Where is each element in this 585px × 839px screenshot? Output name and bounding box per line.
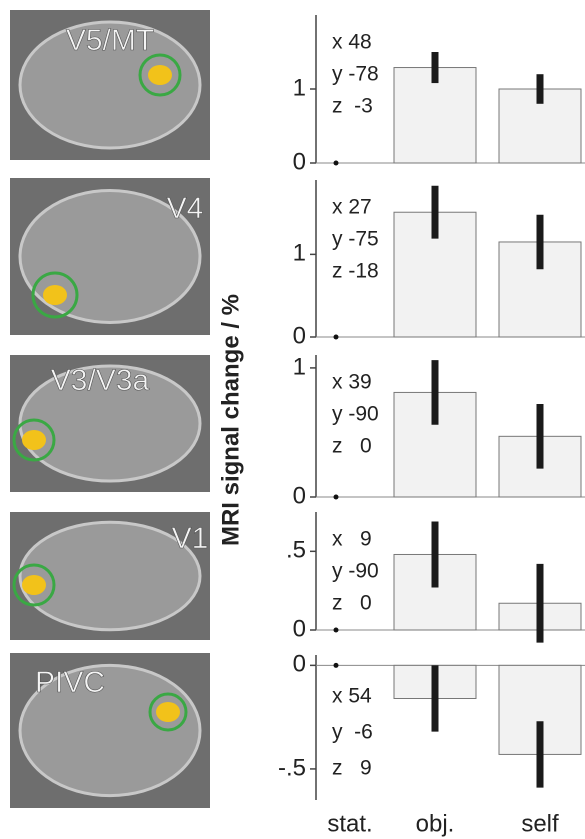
- region-label: PIVC: [35, 666, 105, 699]
- activation: [148, 65, 172, 85]
- y-tick-label: 0: [293, 615, 306, 642]
- region-label: V1: [172, 522, 209, 555]
- coordinate: z 9: [332, 757, 372, 780]
- coordinate: z -3: [332, 95, 373, 118]
- coordinate: x 39: [332, 371, 372, 394]
- figure: MRI signal change / % V5/MT 0 1 x 48 y -78 z …: [0, 0, 585, 839]
- activation: [22, 575, 46, 595]
- x-tick-label: stat.: [327, 810, 372, 837]
- coordinate: x 48: [332, 31, 372, 54]
- region-label: V5/MT: [66, 24, 154, 57]
- x-tick-label: obj.: [416, 810, 455, 837]
- stat-dot: [334, 628, 339, 633]
- y-tick-label: 1: [293, 353, 306, 380]
- activation: [156, 702, 180, 722]
- stat-dot: [334, 663, 339, 668]
- y-axis-label: MRI signal change / %: [217, 294, 244, 546]
- coordinate: y -78: [332, 63, 379, 86]
- coordinate: x 54: [332, 685, 372, 708]
- y-tick-label: .5: [286, 537, 306, 564]
- x-tick-label: self: [521, 810, 559, 837]
- region-label: V4: [167, 192, 204, 225]
- activation: [43, 285, 67, 305]
- coordinate: y -75: [332, 228, 379, 251]
- y-tick-label: 0: [293, 651, 306, 678]
- coordinate: y -90: [332, 403, 379, 426]
- coordinate: z 0: [332, 592, 372, 615]
- y-tick-label: 1: [293, 74, 306, 101]
- y-tick-label: 0: [293, 322, 306, 349]
- activation: [22, 430, 46, 450]
- y-tick-label: -.5: [278, 754, 306, 781]
- y-tick-label: 0: [293, 482, 306, 509]
- y-tick-label: 0: [293, 148, 306, 175]
- stat-dot: [334, 335, 339, 340]
- stat-dot: [334, 161, 339, 166]
- y-tick-label: 1: [293, 240, 306, 267]
- coordinate: y -6: [332, 721, 373, 744]
- coordinate: z 0: [332, 435, 372, 458]
- coordinate: x 27: [332, 196, 372, 219]
- region-label: V3/V3a: [51, 364, 150, 397]
- stat-dot: [334, 495, 339, 500]
- coordinate: x 9: [332, 528, 372, 551]
- coordinate: z -18: [332, 260, 379, 283]
- coordinate: y -90: [332, 560, 379, 583]
